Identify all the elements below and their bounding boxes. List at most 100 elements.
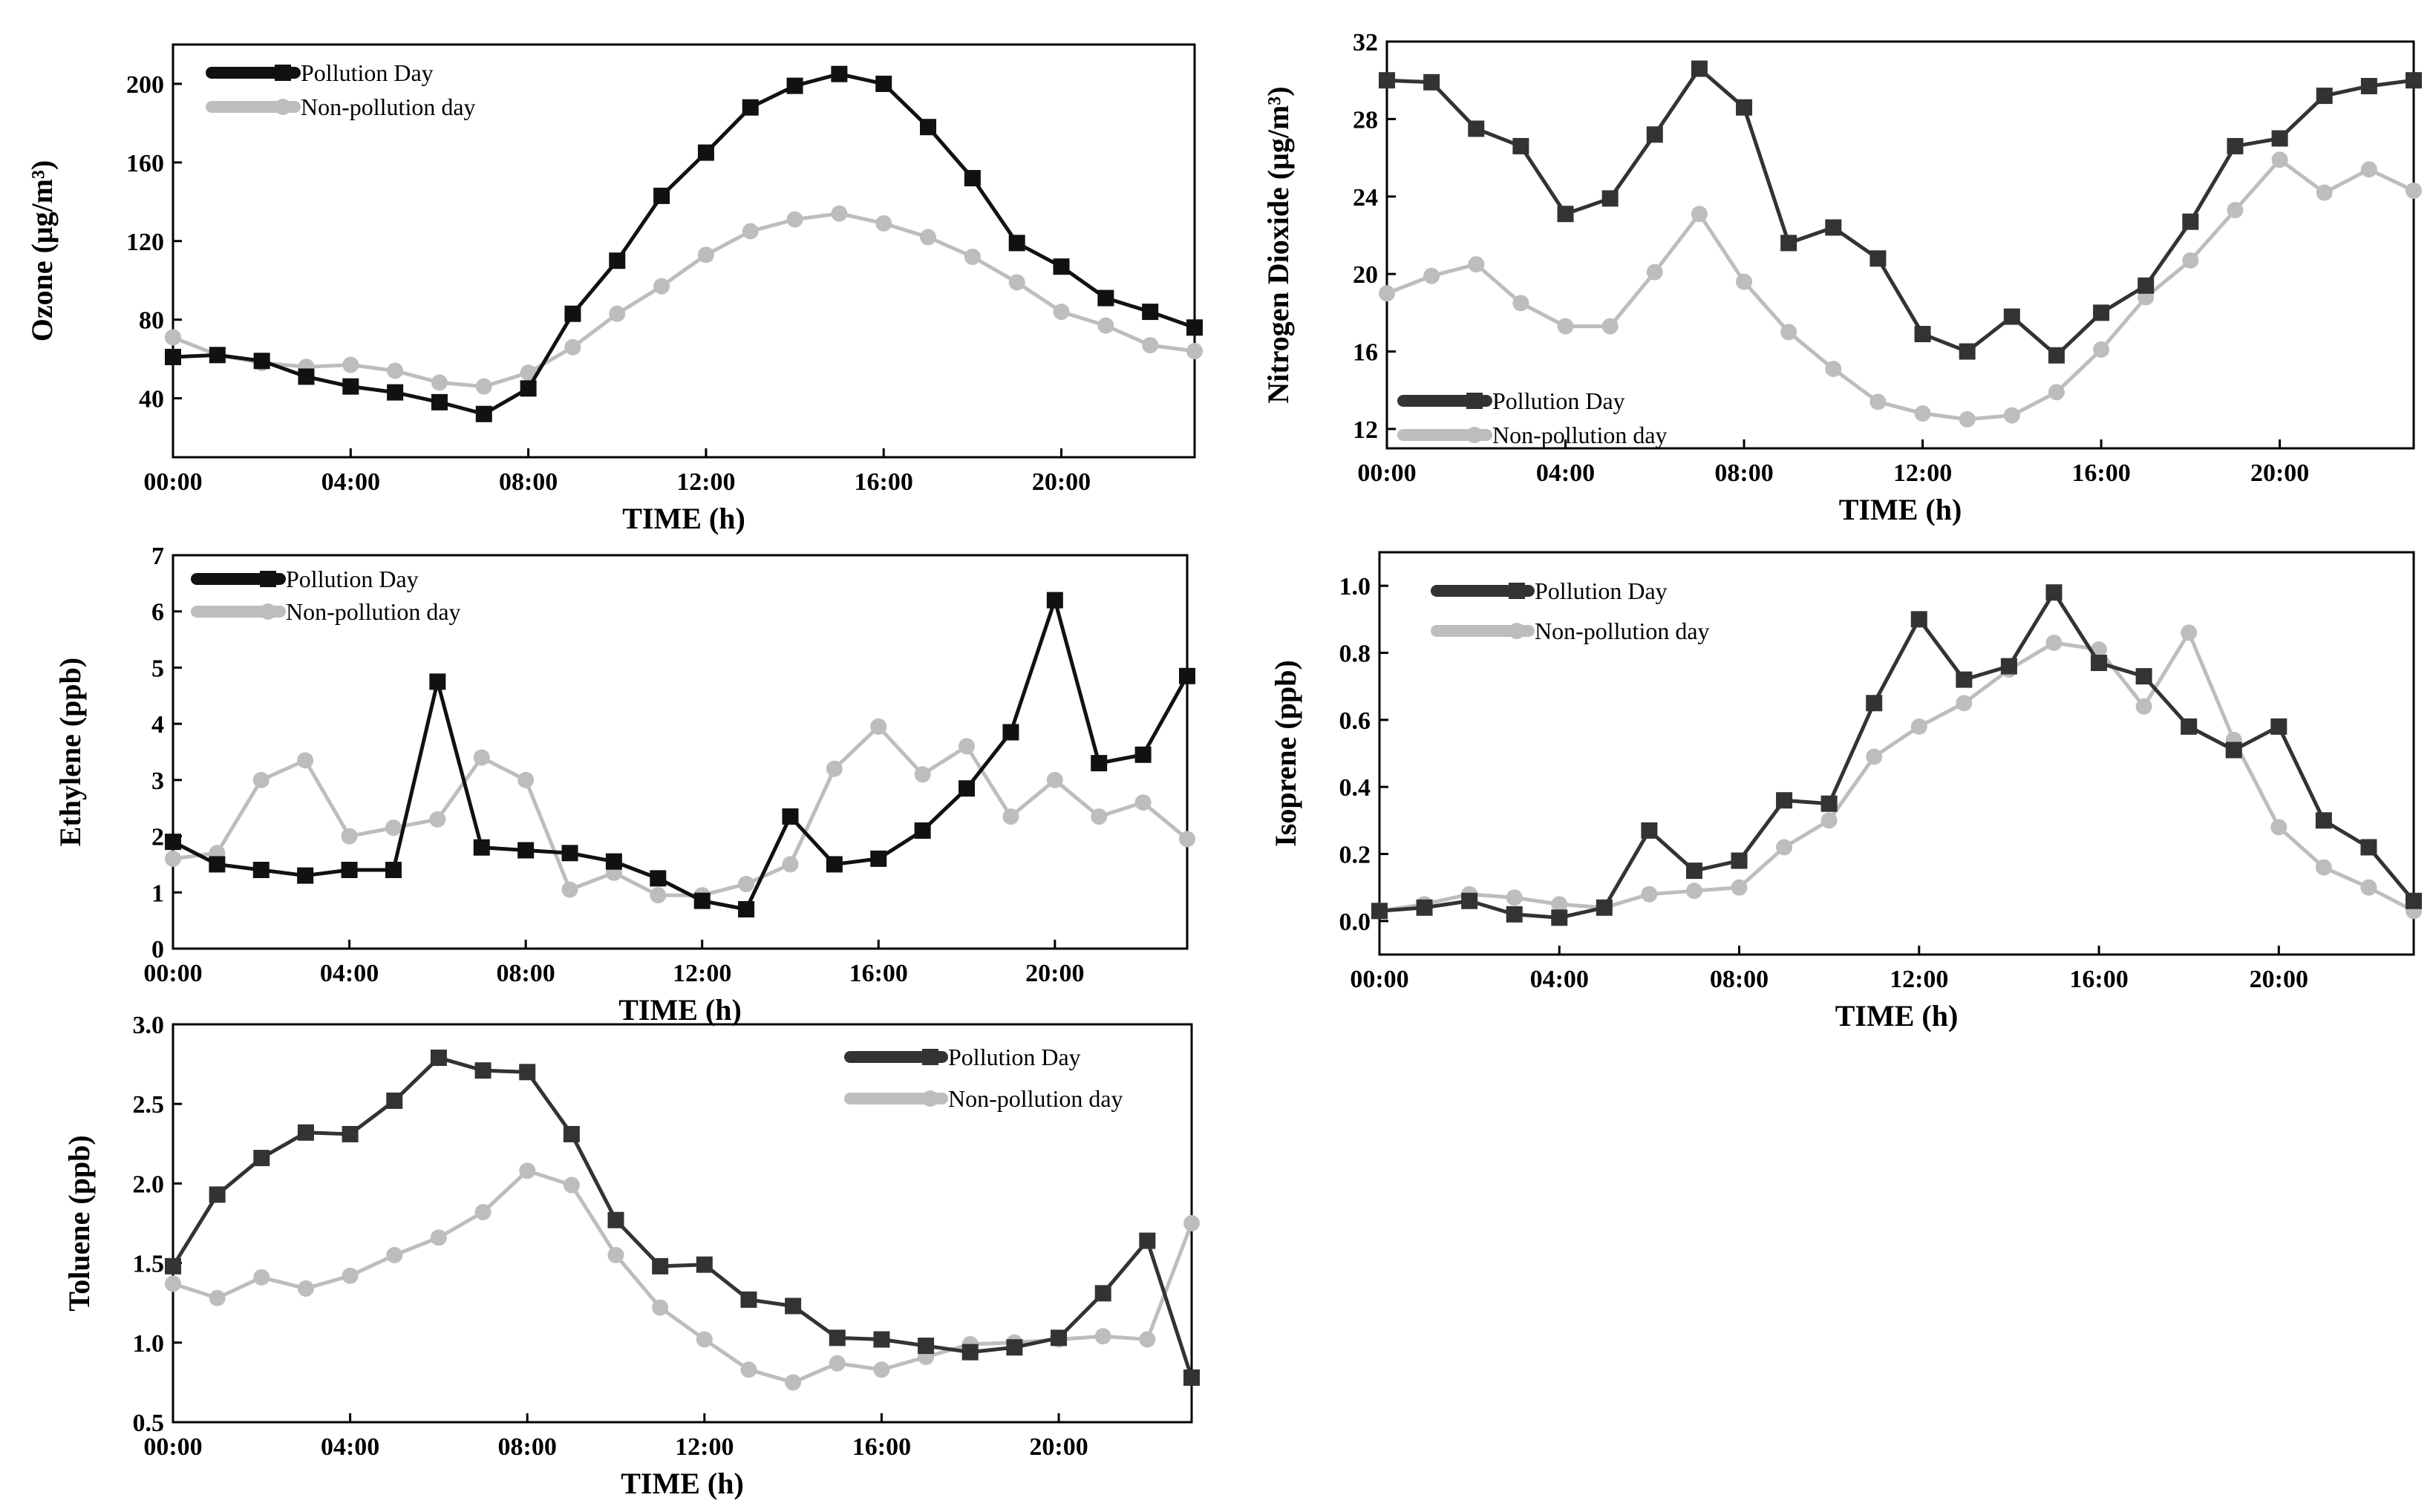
data-point <box>1002 724 1019 741</box>
data-point <box>1601 318 1619 335</box>
data-point <box>831 65 848 82</box>
data-point <box>341 862 358 878</box>
data-point <box>2271 151 2288 168</box>
x-tick-label: 04:00 <box>321 468 380 496</box>
data-point <box>2225 742 2242 759</box>
data-point <box>1601 190 1619 207</box>
data-point <box>1736 99 1753 116</box>
legend-marker <box>922 1049 938 1065</box>
data-point <box>1008 235 1025 252</box>
data-point <box>742 99 759 116</box>
series-line <box>172 212 1195 389</box>
data-point <box>1506 906 1523 923</box>
data-point <box>958 738 976 755</box>
data-point <box>785 1374 802 1391</box>
y-tick-label: 1.5 <box>133 1251 165 1278</box>
data-point <box>609 252 626 269</box>
data-point <box>473 839 490 856</box>
data-point <box>958 780 976 797</box>
x-tick-label: 00:00 <box>143 960 202 987</box>
data-point <box>1914 326 1931 343</box>
data-point <box>561 845 578 862</box>
data-point <box>1468 120 1485 137</box>
data-point <box>697 144 714 161</box>
x-tick-label: 04:00 <box>1530 966 1589 993</box>
x-tick-label: 20:00 <box>1029 1433 1088 1461</box>
data-point <box>1423 73 1440 91</box>
legend-label: Pollution Day <box>948 1044 1081 1070</box>
data-point <box>1512 137 1529 154</box>
y-tick-label: 80 <box>139 307 164 335</box>
legend-marker <box>1509 583 1525 599</box>
data-point <box>1094 1285 1111 1302</box>
data-point <box>2360 78 2377 95</box>
data-point <box>786 211 803 228</box>
data-point <box>1046 592 1063 609</box>
data-point <box>2003 308 2020 325</box>
data-point <box>696 1256 713 1273</box>
data-point <box>607 1246 624 1263</box>
data-point <box>1091 808 1108 825</box>
data-point <box>2000 658 2017 675</box>
data-point <box>2093 304 2110 321</box>
series-non-pollution-day <box>165 718 1195 904</box>
data-point <box>2270 819 2287 836</box>
data-point <box>165 348 181 365</box>
data-point <box>786 77 803 94</box>
data-point <box>1142 304 1159 321</box>
y-tick-label: 3 <box>151 768 164 795</box>
y-tick-label: 24 <box>1353 184 1378 212</box>
data-point <box>875 75 892 92</box>
data-point <box>342 1125 359 1142</box>
y-axis-title: Isoprene (ppb) <box>1269 660 1302 847</box>
data-point <box>1097 317 1114 334</box>
data-point <box>1820 812 1838 829</box>
legend-marker <box>1509 623 1525 639</box>
data-point <box>742 223 759 240</box>
data-point <box>1134 794 1152 811</box>
data-point <box>1959 410 1976 428</box>
data-point <box>2181 718 2198 735</box>
data-point <box>914 822 931 839</box>
data-point <box>561 881 578 898</box>
data-point <box>1371 903 1388 920</box>
x-tick-label: 08:00 <box>499 468 558 496</box>
x-tick-label: 12:00 <box>1890 966 1948 993</box>
data-point <box>252 862 270 878</box>
data-point <box>1956 671 1973 688</box>
data-point <box>607 1211 624 1228</box>
data-point <box>2135 668 2152 685</box>
data-point <box>342 356 359 373</box>
y-tick-label: 7 <box>151 543 164 570</box>
y-tick-label: 160 <box>126 150 164 177</box>
x-tick-label: 16:00 <box>852 1433 911 1461</box>
data-point <box>1139 1331 1156 1348</box>
plot-frame <box>172 554 1189 950</box>
data-point <box>473 749 490 766</box>
data-point <box>693 892 711 909</box>
y-tick-label: 0.8 <box>1339 641 1371 668</box>
y-tick-label: 20 <box>1353 261 1378 289</box>
data-point <box>873 1361 890 1378</box>
data-point <box>563 1125 580 1142</box>
y-tick-label: 120 <box>126 229 164 256</box>
series-line <box>172 724 1189 897</box>
y-axis-title: Nitrogen Dioxide (μg/m³) <box>1261 86 1295 403</box>
y-tick-label: 0.4 <box>1339 774 1371 802</box>
data-point <box>1461 892 1478 909</box>
data-point <box>964 248 981 265</box>
data-point <box>1910 611 1927 628</box>
data-point <box>253 1269 270 1286</box>
legend-label: Non-pollution day <box>301 94 476 120</box>
data-point <box>564 305 581 322</box>
x-tick-label: 00:00 <box>1357 459 1416 487</box>
plot-frame <box>172 43 1196 459</box>
data-point <box>1053 304 1070 321</box>
x-tick-label: 20:00 <box>1032 468 1091 496</box>
data-point <box>1186 319 1203 336</box>
y-tick-label: 1 <box>151 880 164 907</box>
legend: Pollution Day Non-pollution day <box>191 566 461 625</box>
data-point <box>918 1338 935 1355</box>
legend-marker <box>922 1090 938 1107</box>
data-point <box>165 834 181 851</box>
